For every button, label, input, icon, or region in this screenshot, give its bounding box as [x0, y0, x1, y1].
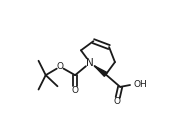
- Text: O: O: [113, 97, 120, 106]
- Text: O: O: [72, 86, 79, 95]
- Polygon shape: [94, 66, 107, 76]
- Text: O: O: [57, 62, 64, 71]
- Text: OH: OH: [134, 80, 148, 89]
- Text: N: N: [86, 58, 94, 68]
